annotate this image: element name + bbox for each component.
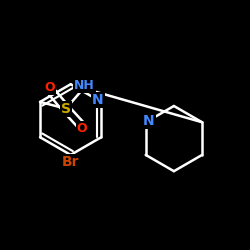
Text: Br: Br xyxy=(62,155,80,169)
Text: S: S xyxy=(61,102,71,116)
Text: N: N xyxy=(143,114,155,128)
Text: NH: NH xyxy=(74,78,95,92)
Text: N: N xyxy=(92,93,104,107)
Text: O: O xyxy=(44,81,55,94)
Text: O: O xyxy=(77,122,88,135)
